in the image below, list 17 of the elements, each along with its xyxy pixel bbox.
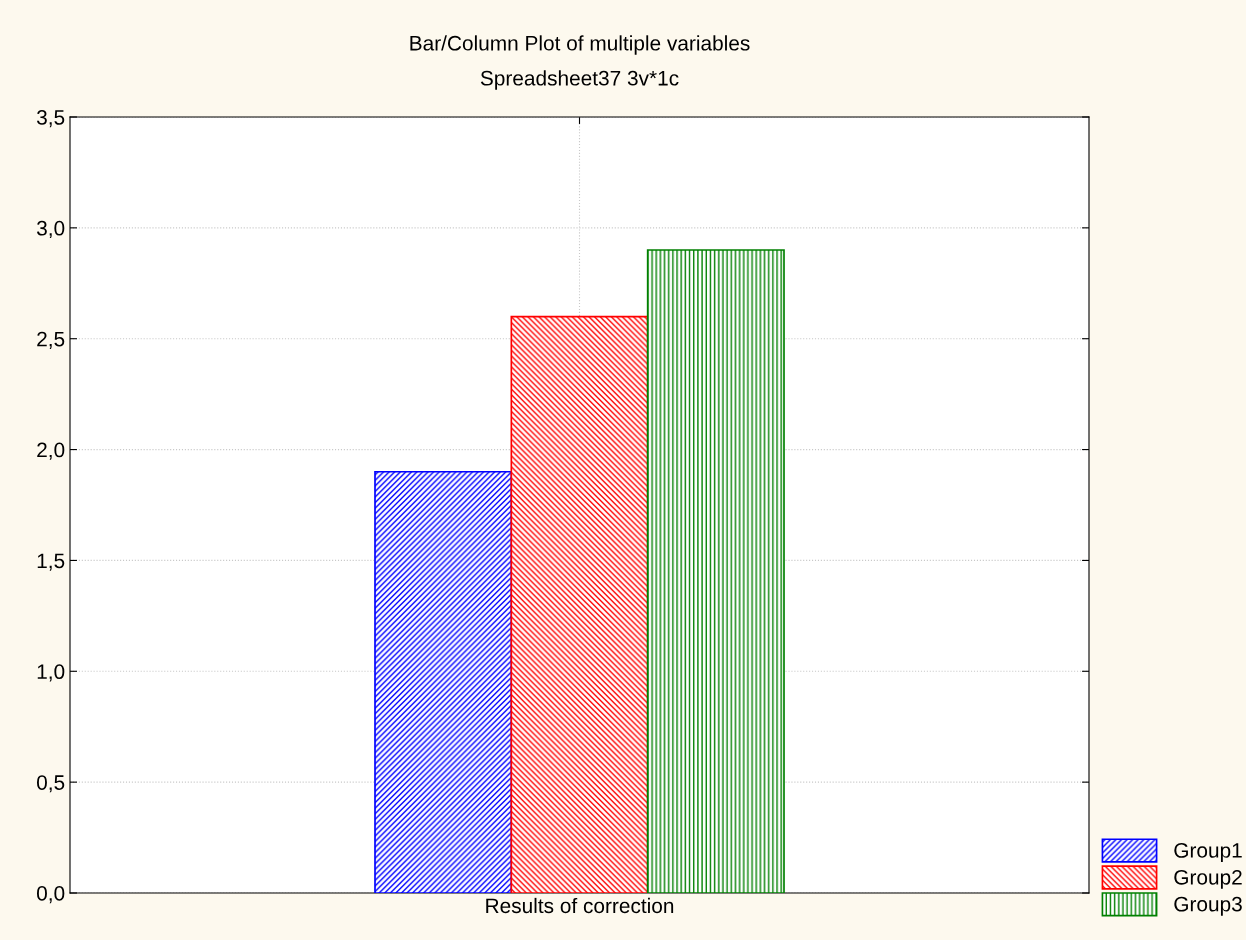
legend-label: Group1 bbox=[1174, 843, 1242, 862]
y-tick-label: 0,5 bbox=[36, 775, 65, 793]
y-tick-label: 2,5 bbox=[37, 331, 65, 349]
legend-label: Group2 bbox=[1174, 869, 1242, 889]
y-tick-label: 3,5 bbox=[36, 110, 65, 128]
bar bbox=[646, 249, 785, 893]
bar bbox=[510, 315, 649, 893]
bar bbox=[374, 470, 513, 893]
chart-subtitle: Spreadsheet37 3v*1c bbox=[480, 70, 679, 90]
y-tick-label: 3,0 bbox=[36, 220, 65, 239]
y-tick-label: 2,0 bbox=[37, 442, 65, 460]
x-tick-label: Results of correction bbox=[486, 897, 674, 914]
y-tick-label: 1,0 bbox=[37, 664, 65, 682]
y-tick-label: 1,5 bbox=[37, 553, 65, 571]
y-tick-label: 0,0 bbox=[36, 886, 65, 904]
chart-title: Bar/Column Plot of multiple variables bbox=[410, 35, 750, 55]
legend-label: Group3 bbox=[1174, 896, 1242, 916]
